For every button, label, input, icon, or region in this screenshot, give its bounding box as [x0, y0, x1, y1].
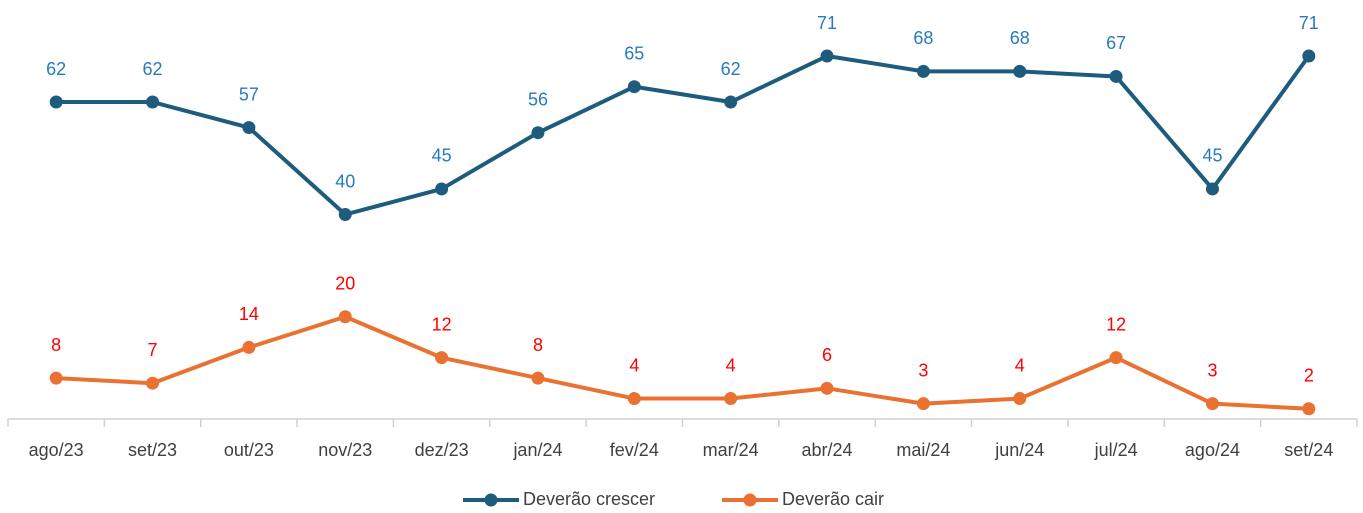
- x-tick-label: dez/23: [415, 440, 469, 460]
- data-point: [1302, 49, 1316, 63]
- data-point: [1013, 392, 1027, 406]
- data-label: 6: [822, 345, 832, 365]
- data-point: [1013, 64, 1027, 78]
- data-point: [435, 182, 449, 196]
- x-tick-label: mar/24: [703, 440, 759, 460]
- data-point: [627, 80, 641, 94]
- data-label: 2: [1304, 366, 1314, 386]
- series-line: [56, 314, 1309, 411]
- data-label: 8: [51, 335, 61, 355]
- series-line: [56, 54, 1311, 217]
- x-tick-label: set/23: [128, 440, 177, 460]
- data-point: [146, 95, 160, 109]
- x-tick-label: jul/24: [1094, 440, 1138, 460]
- data-label: 62: [46, 59, 66, 79]
- data-label: 68: [1010, 28, 1030, 48]
- x-tick-label: jun/24: [994, 440, 1044, 460]
- data-label: 14: [239, 304, 259, 324]
- data-point: [531, 371, 545, 385]
- data-point: [724, 95, 738, 109]
- x-tick-label: fev/24: [610, 440, 659, 460]
- x-tick-label: ago/24: [1185, 440, 1240, 460]
- data-point: [49, 371, 63, 385]
- data-point: [242, 121, 256, 135]
- data-label: 62: [143, 59, 163, 79]
- data-label: 71: [817, 13, 837, 33]
- data-point: [1109, 351, 1123, 365]
- x-tick-label: ago/23: [29, 440, 84, 460]
- data-point: [338, 208, 352, 221]
- data-label: 7: [148, 340, 158, 360]
- x-tick-label: out/23: [224, 440, 274, 460]
- data-label: 12: [432, 314, 452, 334]
- data-label: 57: [239, 84, 259, 104]
- x-tick-label: mai/24: [896, 440, 950, 460]
- data-point: [1205, 182, 1219, 196]
- data-point: [724, 392, 738, 406]
- data-label: 3: [1207, 360, 1217, 380]
- x-tick-label: set/24: [1284, 440, 1333, 460]
- data-point: [242, 340, 256, 354]
- data-label: 12: [1106, 314, 1126, 334]
- x-tick-label: abr/24: [802, 440, 853, 460]
- data-point: [338, 310, 352, 324]
- data-label: 20: [335, 274, 355, 294]
- data-point: [1205, 397, 1219, 411]
- data-label: 4: [1015, 355, 1025, 375]
- data-label: 56: [528, 89, 548, 109]
- data-point: [820, 49, 834, 63]
- data-point: [49, 95, 63, 109]
- data-point: [531, 126, 545, 140]
- legend-label: Deverão cair: [782, 489, 884, 509]
- data-point: [916, 397, 930, 411]
- data-label: 45: [1202, 146, 1222, 166]
- data-label: 45: [432, 146, 452, 166]
- data-label: 8: [533, 335, 543, 355]
- x-tick-label: jan/24: [512, 440, 562, 460]
- data-point: [1109, 69, 1123, 83]
- data-label: 4: [629, 355, 639, 375]
- data-point: [435, 351, 449, 365]
- data-label: 65: [624, 43, 644, 63]
- data-point: [916, 64, 930, 78]
- x-tick-label: nov/23: [318, 440, 372, 460]
- data-point: [627, 392, 641, 406]
- legend-label: Deverão crescer: [523, 489, 655, 509]
- data-label: 68: [913, 28, 933, 48]
- legend-marker: [484, 493, 498, 507]
- data-label: 4: [726, 355, 736, 375]
- data-label: 3: [918, 360, 928, 380]
- data-point: [1302, 402, 1316, 416]
- data-point: [820, 381, 834, 395]
- legend-marker: [743, 493, 757, 507]
- data-label: 67: [1106, 33, 1126, 53]
- data-label: 62: [721, 59, 741, 79]
- data-point: [146, 376, 160, 390]
- data-label: 40: [335, 171, 355, 191]
- data-label: 71: [1299, 13, 1319, 33]
